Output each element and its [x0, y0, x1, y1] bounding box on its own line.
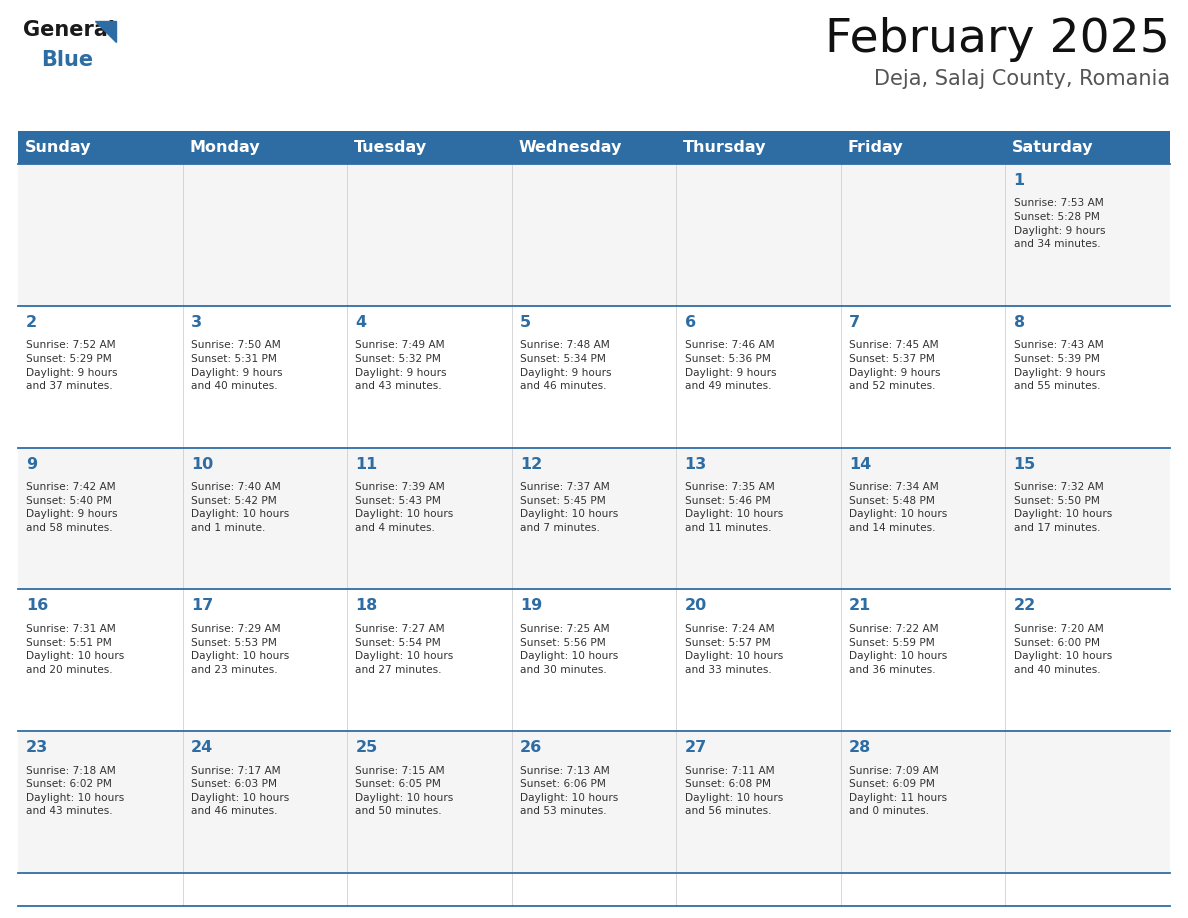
Text: 5: 5	[520, 315, 531, 330]
Text: Sunrise: 7:39 AM
Sunset: 5:43 PM
Daylight: 10 hours
and 4 minutes.: Sunrise: 7:39 AM Sunset: 5:43 PM Dayligh…	[355, 482, 454, 533]
Text: Saturday: Saturday	[1012, 140, 1093, 155]
Text: General: General	[23, 20, 115, 40]
Text: Sunrise: 7:27 AM
Sunset: 5:54 PM
Daylight: 10 hours
and 27 minutes.: Sunrise: 7:27 AM Sunset: 5:54 PM Dayligh…	[355, 624, 454, 675]
Bar	[18, 589, 1170, 732]
Text: 14: 14	[849, 456, 871, 472]
Text: 3: 3	[191, 315, 202, 330]
Text: Sunrise: 7:25 AM
Sunset: 5:56 PM
Daylight: 10 hours
and 30 minutes.: Sunrise: 7:25 AM Sunset: 5:56 PM Dayligh…	[520, 624, 618, 675]
Text: Sunrise: 7:24 AM
Sunset: 5:57 PM
Daylight: 10 hours
and 33 minutes.: Sunrise: 7:24 AM Sunset: 5:57 PM Dayligh…	[684, 624, 783, 675]
Text: 25: 25	[355, 740, 378, 756]
Text: Sunrise: 7:34 AM
Sunset: 5:48 PM
Daylight: 10 hours
and 14 minutes.: Sunrise: 7:34 AM Sunset: 5:48 PM Dayligh…	[849, 482, 947, 533]
Text: 12: 12	[520, 456, 542, 472]
Text: Thursday: Thursday	[683, 140, 766, 155]
Bar	[18, 131, 1170, 164]
Text: Wednesday: Wednesday	[518, 140, 621, 155]
Text: February 2025: February 2025	[826, 17, 1170, 62]
Text: Sunrise: 7:43 AM
Sunset: 5:39 PM
Daylight: 9 hours
and 55 minutes.: Sunrise: 7:43 AM Sunset: 5:39 PM Dayligh…	[1013, 341, 1105, 391]
Text: Sunrise: 7:09 AM
Sunset: 6:09 PM
Daylight: 11 hours
and 0 minutes.: Sunrise: 7:09 AM Sunset: 6:09 PM Dayligh…	[849, 766, 947, 816]
Text: Sunrise: 7:42 AM
Sunset: 5:40 PM
Daylight: 9 hours
and 58 minutes.: Sunrise: 7:42 AM Sunset: 5:40 PM Dayligh…	[26, 482, 118, 533]
Text: 15: 15	[1013, 456, 1036, 472]
Bar	[18, 448, 1170, 589]
Text: 21: 21	[849, 599, 871, 613]
Text: Sunrise: 7:52 AM
Sunset: 5:29 PM
Daylight: 9 hours
and 37 minutes.: Sunrise: 7:52 AM Sunset: 5:29 PM Dayligh…	[26, 341, 118, 391]
Text: Sunrise: 7:50 AM
Sunset: 5:31 PM
Daylight: 9 hours
and 40 minutes.: Sunrise: 7:50 AM Sunset: 5:31 PM Dayligh…	[191, 341, 283, 391]
Text: 6: 6	[684, 315, 696, 330]
Text: 1: 1	[1013, 173, 1025, 188]
Text: 28: 28	[849, 740, 871, 756]
Text: 26: 26	[520, 740, 542, 756]
Bar	[18, 164, 1170, 306]
Text: Sunrise: 7:35 AM
Sunset: 5:46 PM
Daylight: 10 hours
and 11 minutes.: Sunrise: 7:35 AM Sunset: 5:46 PM Dayligh…	[684, 482, 783, 533]
Text: Sunrise: 7:17 AM
Sunset: 6:03 PM
Daylight: 10 hours
and 46 minutes.: Sunrise: 7:17 AM Sunset: 6:03 PM Dayligh…	[191, 766, 289, 816]
Text: Sunrise: 7:32 AM
Sunset: 5:50 PM
Daylight: 10 hours
and 17 minutes.: Sunrise: 7:32 AM Sunset: 5:50 PM Dayligh…	[1013, 482, 1112, 533]
Text: 23: 23	[26, 740, 49, 756]
Text: Sunrise: 7:15 AM
Sunset: 6:05 PM
Daylight: 10 hours
and 50 minutes.: Sunrise: 7:15 AM Sunset: 6:05 PM Dayligh…	[355, 766, 454, 816]
Text: 7: 7	[849, 315, 860, 330]
Text: 9: 9	[26, 456, 37, 472]
Text: Sunrise: 7:45 AM
Sunset: 5:37 PM
Daylight: 9 hours
and 52 minutes.: Sunrise: 7:45 AM Sunset: 5:37 PM Dayligh…	[849, 341, 941, 391]
Text: 22: 22	[1013, 599, 1036, 613]
Text: Monday: Monday	[189, 140, 260, 155]
Text: Sunrise: 7:20 AM
Sunset: 6:00 PM
Daylight: 10 hours
and 40 minutes.: Sunrise: 7:20 AM Sunset: 6:00 PM Dayligh…	[1013, 624, 1112, 675]
Text: 16: 16	[26, 599, 49, 613]
Text: 19: 19	[520, 599, 542, 613]
Text: 20: 20	[684, 599, 707, 613]
Text: Sunrise: 7:37 AM
Sunset: 5:45 PM
Daylight: 10 hours
and 7 minutes.: Sunrise: 7:37 AM Sunset: 5:45 PM Dayligh…	[520, 482, 618, 533]
Text: Sunrise: 7:22 AM
Sunset: 5:59 PM
Daylight: 10 hours
and 36 minutes.: Sunrise: 7:22 AM Sunset: 5:59 PM Dayligh…	[849, 624, 947, 675]
Bar	[18, 306, 1170, 448]
Text: 17: 17	[191, 599, 213, 613]
Text: Sunrise: 7:53 AM
Sunset: 5:28 PM
Daylight: 9 hours
and 34 minutes.: Sunrise: 7:53 AM Sunset: 5:28 PM Dayligh…	[1013, 198, 1105, 250]
Text: 18: 18	[355, 599, 378, 613]
Bar	[18, 732, 1170, 873]
Text: 2: 2	[26, 315, 37, 330]
Text: Tuesday: Tuesday	[354, 140, 426, 155]
Text: 13: 13	[684, 456, 707, 472]
Text: 11: 11	[355, 456, 378, 472]
Text: Sunrise: 7:29 AM
Sunset: 5:53 PM
Daylight: 10 hours
and 23 minutes.: Sunrise: 7:29 AM Sunset: 5:53 PM Dayligh…	[191, 624, 289, 675]
Text: Friday: Friday	[847, 140, 903, 155]
Text: Sunrise: 7:13 AM
Sunset: 6:06 PM
Daylight: 10 hours
and 53 minutes.: Sunrise: 7:13 AM Sunset: 6:06 PM Dayligh…	[520, 766, 618, 816]
Text: Sunrise: 7:18 AM
Sunset: 6:02 PM
Daylight: 10 hours
and 43 minutes.: Sunrise: 7:18 AM Sunset: 6:02 PM Dayligh…	[26, 766, 125, 816]
Text: Sunrise: 7:46 AM
Sunset: 5:36 PM
Daylight: 9 hours
and 49 minutes.: Sunrise: 7:46 AM Sunset: 5:36 PM Dayligh…	[684, 341, 776, 391]
Text: Deja, Salaj County, Romania: Deja, Salaj County, Romania	[874, 69, 1170, 89]
Text: Sunrise: 7:49 AM
Sunset: 5:32 PM
Daylight: 9 hours
and 43 minutes.: Sunrise: 7:49 AM Sunset: 5:32 PM Dayligh…	[355, 341, 447, 391]
Text: 10: 10	[191, 456, 213, 472]
Text: 8: 8	[1013, 315, 1025, 330]
Text: Sunrise: 7:11 AM
Sunset: 6:08 PM
Daylight: 10 hours
and 56 minutes.: Sunrise: 7:11 AM Sunset: 6:08 PM Dayligh…	[684, 766, 783, 816]
Text: Blue: Blue	[42, 50, 93, 70]
Text: Sunrise: 7:31 AM
Sunset: 5:51 PM
Daylight: 10 hours
and 20 minutes.: Sunrise: 7:31 AM Sunset: 5:51 PM Dayligh…	[26, 624, 125, 675]
Text: Sunrise: 7:40 AM
Sunset: 5:42 PM
Daylight: 10 hours
and 1 minute.: Sunrise: 7:40 AM Sunset: 5:42 PM Dayligh…	[191, 482, 289, 533]
Text: 4: 4	[355, 315, 366, 330]
Text: Sunday: Sunday	[25, 140, 91, 155]
Text: Sunrise: 7:48 AM
Sunset: 5:34 PM
Daylight: 9 hours
and 46 minutes.: Sunrise: 7:48 AM Sunset: 5:34 PM Dayligh…	[520, 341, 612, 391]
Polygon shape	[95, 21, 116, 42]
Text: 27: 27	[684, 740, 707, 756]
Text: 24: 24	[191, 740, 213, 756]
